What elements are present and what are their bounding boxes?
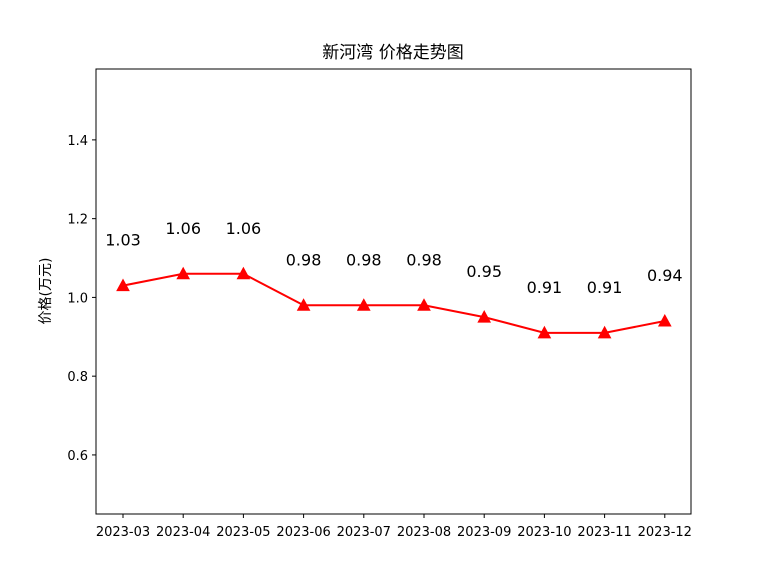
data-label: 0.98 xyxy=(346,250,382,269)
data-label: 1.06 xyxy=(226,219,262,238)
x-tick-label: 2023-11 xyxy=(577,525,631,540)
data-label: 0.98 xyxy=(286,250,322,269)
data-point-marker xyxy=(417,298,431,311)
x-tick-label: 2023-06 xyxy=(276,525,330,540)
y-axis: 0.6 0.8 1.0 1.2 1.4 xyxy=(67,134,96,464)
y-axis-label: 价格(万元) xyxy=(38,258,54,325)
data-point-marker xyxy=(176,266,191,280)
plot-area xyxy=(95,68,692,515)
x-tick-label: 2023-09 xyxy=(457,525,511,540)
data-point-marker xyxy=(116,278,130,292)
data-label: 0.98 xyxy=(406,250,442,269)
data-label: 1.06 xyxy=(165,219,201,238)
data-point-marker xyxy=(477,310,492,323)
data-point-marker xyxy=(236,266,251,280)
x-tick-label: 2023-08 xyxy=(397,525,451,540)
data-point-marker xyxy=(597,325,612,339)
y-tick-label: 1.2 xyxy=(67,213,88,228)
data-label: 1.03 xyxy=(105,231,141,250)
x-tick-label: 2023-04 xyxy=(156,525,210,540)
x-tick-label: 2023-10 xyxy=(517,525,571,540)
series-line xyxy=(122,272,665,334)
x-tick-label: 2023-03 xyxy=(96,525,150,540)
y-tick-label: 1.0 xyxy=(67,291,88,306)
data-label: 0.95 xyxy=(466,262,502,281)
chart-title: 新河湾 价格走势图 xyxy=(322,43,463,63)
series-layer: 1.03 1.06 1.06 0.98 0.98 0.98 0.95 0.91 0.91 0.94 xyxy=(105,219,683,339)
y-tick-label: 0.8 xyxy=(67,370,88,385)
y-tick-label: 1.4 xyxy=(67,134,88,149)
data-label: 0.91 xyxy=(527,278,563,297)
data-point-marker xyxy=(356,298,371,311)
x-tick-label: 2023-07 xyxy=(337,525,391,540)
x-axis: 2023-03 2023-04 2023-05 2023-06 2023-07 2023-… xyxy=(96,514,692,540)
data-label: 0.94 xyxy=(647,266,683,285)
data-point-marker xyxy=(296,298,311,311)
data-point-marker xyxy=(537,325,552,339)
data-label: 0.91 xyxy=(587,278,623,297)
y-tick-label: 0.6 xyxy=(67,449,88,464)
x-tick-label: 2023-12 xyxy=(638,525,692,540)
data-point-marker xyxy=(657,313,672,327)
x-tick-label: 2023-05 xyxy=(216,525,270,540)
